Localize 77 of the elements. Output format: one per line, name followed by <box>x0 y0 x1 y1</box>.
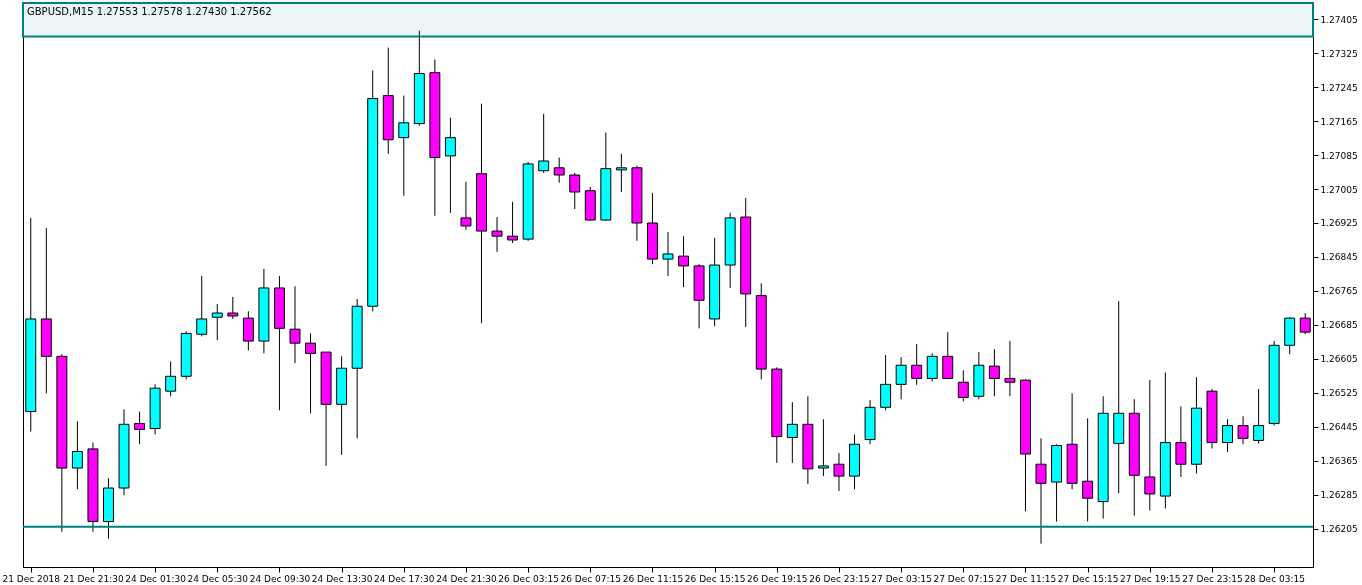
x-tick-label: 27 Dec 23:15 <box>1182 573 1243 584</box>
candlestick <box>1253 388 1265 444</box>
candlestick <box>1299 312 1311 335</box>
candlestick <box>988 348 1000 397</box>
y-tick-label: 1.26445 <box>1320 422 1358 433</box>
candlestick <box>196 275 208 337</box>
x-tick-label: 26 Dec 11:15 <box>622 573 684 584</box>
candlestick <box>615 153 627 193</box>
candlestick <box>444 117 456 214</box>
candlestick <box>895 356 907 400</box>
candlestick <box>553 157 565 184</box>
y-tick-label: 1.26925 <box>1320 218 1358 229</box>
candlestick <box>289 285 301 364</box>
chart-title: GBPUSD,M15 1.27553 1.27578 1.27430 1.27562 <box>27 6 272 17</box>
x-tick-label: 27 Dec 07:15 <box>933 573 995 584</box>
candlestick <box>786 401 798 464</box>
x-tick-label: 24 Dec 05:30 <box>187 573 249 584</box>
candlestick <box>662 231 674 277</box>
candlestick <box>833 452 845 492</box>
candlestick <box>460 181 472 231</box>
y-tick-label: 1.27085 <box>1320 150 1358 161</box>
x-tick-label: 27 Dec 15:15 <box>1057 573 1119 584</box>
candlestick <box>507 201 519 244</box>
candlestick <box>165 360 177 397</box>
y-tick-label: 1.26685 <box>1320 320 1358 331</box>
candlestick <box>1144 379 1156 512</box>
x-tick-label: 27 Dec 03:15 <box>871 573 932 584</box>
y-tick-label: 1.26365 <box>1320 456 1358 467</box>
x-tick-label: 24 Dec 21:30 <box>436 573 497 584</box>
candlestick <box>1035 437 1047 545</box>
candlestick <box>242 310 254 351</box>
candlestick <box>71 420 83 490</box>
candlestick <box>134 411 146 445</box>
candlestick <box>491 216 503 253</box>
y-tick-label: 1.27405 <box>1320 14 1358 25</box>
y-tick-label: 1.27325 <box>1320 48 1358 59</box>
candlestick <box>305 332 316 414</box>
candlestick <box>926 352 938 382</box>
candlestick <box>227 296 239 320</box>
y-tick-label: 1.26205 <box>1320 524 1358 535</box>
x-tick-label: 24 Dec 01:30 <box>125 573 187 584</box>
y-tick-label: 1.27165 <box>1320 116 1358 127</box>
x-tick-label: 26 Dec 07:15 <box>560 573 622 584</box>
y-tick-label: 1.26285 <box>1320 490 1358 501</box>
candlestick <box>538 113 550 174</box>
x-tick-label: 26 Dec 19:15 <box>747 573 808 584</box>
x-tick-label: 27 Dec 19:15 <box>1120 573 1181 584</box>
x-tick-label: 26 Dec 03:15 <box>498 573 559 584</box>
y-tick-label: 1.26525 <box>1320 388 1358 399</box>
candlestick <box>817 418 829 477</box>
y-tick-label: 1.27005 <box>1320 184 1358 195</box>
candlestick <box>1004 340 1016 397</box>
candlestick <box>957 369 969 402</box>
x-tick-label: 24 Dec 17:30 <box>374 573 435 584</box>
x-tick-label: 27 Dec 11:15 <box>995 573 1057 584</box>
candlestick <box>398 95 410 197</box>
y-tick-label: 1.26845 <box>1320 252 1358 263</box>
candlestick <box>911 343 923 386</box>
candlestick <box>1082 417 1094 523</box>
x-tick-label: 28 Dec 03:15 <box>1244 573 1305 584</box>
candlestick <box>678 235 690 288</box>
x-tick-label: 21 Dec 2018 <box>2 573 61 584</box>
x-tick-label: 21 Dec 21:30 <box>63 573 124 584</box>
candlestick <box>880 354 892 411</box>
candlestick <box>1222 418 1233 453</box>
x-tick-label: 26 Dec 15:15 <box>684 573 746 584</box>
y-tick-label: 1.26605 <box>1320 354 1358 365</box>
candlestick <box>569 172 581 210</box>
candlestick <box>211 303 223 341</box>
candlestick <box>1237 415 1249 445</box>
x-tick-label: 26 Dec 23:15 <box>809 573 870 584</box>
candlestick <box>942 331 954 380</box>
candlestick <box>1175 405 1187 478</box>
y-tick-label: 1.27245 <box>1320 82 1358 93</box>
x-tick-label: 24 Dec 09:30 <box>249 573 311 584</box>
y-tick-label: 1.26765 <box>1320 286 1358 297</box>
x-tick-label: 24 Dec 13:30 <box>311 573 373 584</box>
